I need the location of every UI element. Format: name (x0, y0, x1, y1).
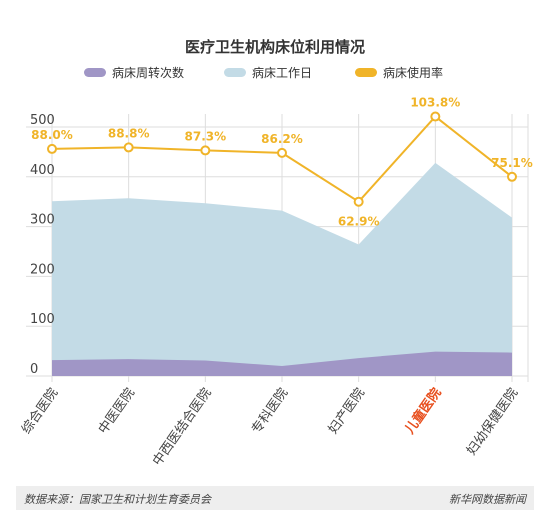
legend-item: 病床工作日 (224, 65, 312, 80)
y-tick-label: 0 (30, 362, 38, 377)
legend-swatch (84, 68, 106, 77)
y-tick-label: 200 (30, 262, 55, 277)
area-病床周转次数 (52, 351, 512, 376)
x-tick-label: 专科医院 (249, 386, 291, 437)
data-label: 88.8% (108, 126, 150, 140)
data-point (430, 111, 441, 122)
brand-label: 新华网数据新闻 (449, 493, 526, 506)
line-series: 88.0% 88.8% 87.3% 86.2% 62.9% 103.8% 75.1% (31, 96, 533, 229)
x-tick-label: 儿童医院 (401, 385, 445, 438)
legend-swatch (224, 68, 246, 77)
data-point (47, 143, 57, 154)
legend-item: 病床周转次数 (84, 65, 184, 80)
y-tick-label: 400 (30, 163, 55, 178)
source-note: 数据来源：国家卫生和计划生育委员会 (24, 493, 211, 506)
legend-item: 病床使用率 (355, 65, 443, 80)
data-point (200, 145, 211, 156)
data-point (277, 147, 287, 158)
legend-label: 病床周转次数 (112, 65, 184, 80)
data-label: 62.9% (338, 215, 380, 229)
x-tick-label: 综合医院 (19, 386, 61, 437)
area-series (52, 162, 512, 376)
x-tick-label: 妇幼保健医院 (463, 385, 521, 458)
x-axis: 综合医院 中医医院 中西医结合医院 专科医院 妇产医院 儿童医院 妇幼保健医院 (19, 385, 521, 469)
x-tick-label: 妇产医院 (325, 385, 368, 437)
data-label: 87.3% (185, 129, 227, 143)
area-病床工作日 (52, 162, 512, 376)
y-tick-label: 100 (30, 312, 55, 327)
chart: 医疗卫生机构床位利用情况 病床周转次数 病床工作日 病床使用率 88.0% 88.8%… (19, 38, 533, 469)
y-axis: 0 100 200 300 400 500 (30, 113, 55, 377)
y-tick-label: 500 (30, 113, 55, 128)
data-point (123, 142, 134, 153)
data-point (507, 171, 517, 182)
x-tick-label: 中西医结合医院 (150, 386, 214, 469)
data-label: 86.2% (261, 132, 303, 146)
footer: 数据来源：国家卫生和计划生育委员会 新华网数据新闻 (16, 486, 534, 510)
data-label: 88.0% (31, 128, 73, 142)
x-tick-label: 中医医院 (96, 386, 138, 437)
data-point (353, 196, 364, 207)
legend-label: 病床使用率 (383, 65, 443, 80)
data-label: 103.8% (410, 96, 460, 110)
legend-swatch (355, 68, 377, 77)
chart-title: 医疗卫生机构床位利用情况 (185, 38, 365, 56)
y-tick-label: 300 (30, 213, 55, 228)
legend-label: 病床工作日 (252, 65, 312, 80)
legend: 病床周转次数 病床工作日 病床使用率 (84, 65, 443, 80)
data-label: 75.1% (491, 156, 533, 170)
